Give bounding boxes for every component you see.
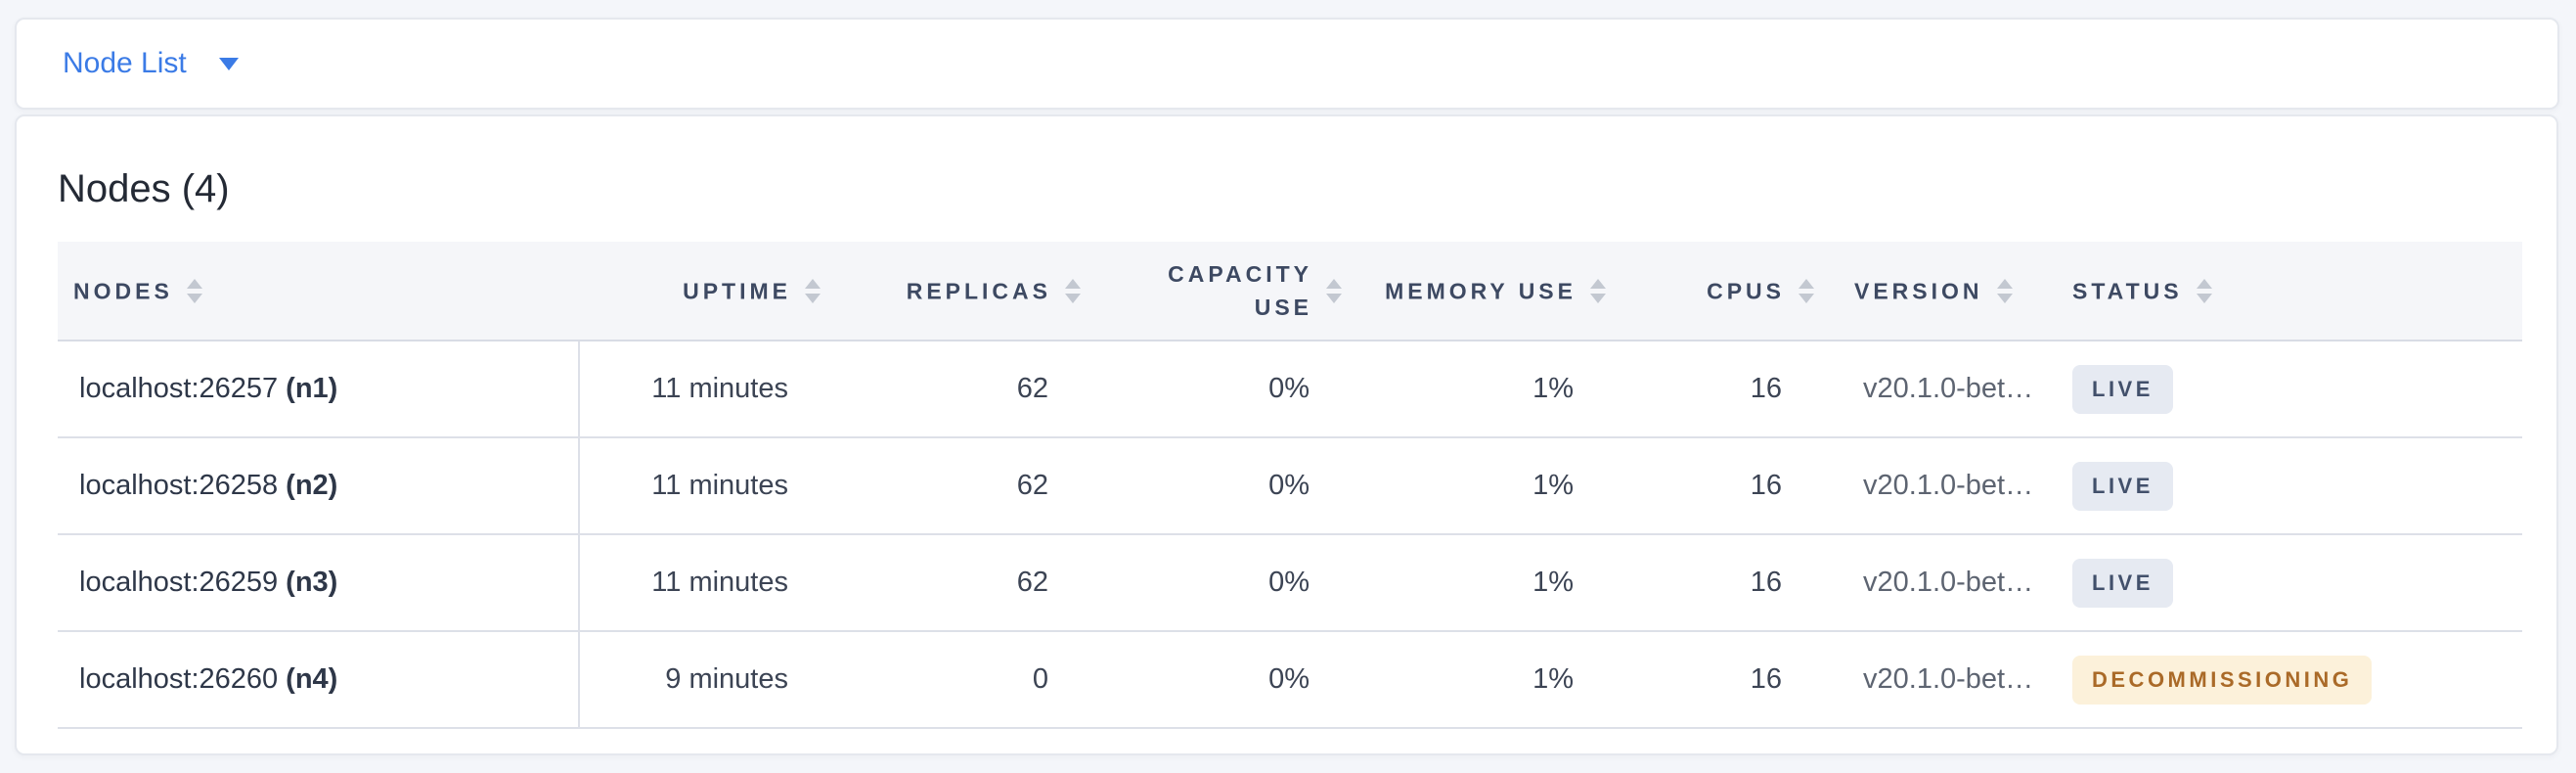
sort-icon [2196,279,2212,304]
table-row[interactable]: localhost:26259 (n3) 11 minutes 62 0% 1% … [58,534,2522,632]
status-badge: LIVE [2072,461,2173,511]
cpus-cell: 16 [1614,534,1822,632]
uptime-cell: 9 minutes [579,631,828,729]
cpus-cell: 16 [1614,341,1822,438]
page-title: Nodes (4) [58,167,230,210]
column-label: REPLICAS [906,278,1051,304]
table-body: localhost:26257 (n1) 11 minutes 62 0% 1% … [58,341,2522,729]
column-header-status[interactable]: STATUS [2052,242,2522,341]
sort-icon [1065,279,1081,304]
version-cell: v20.1.0-bet… [1822,341,2052,438]
node-list-table: NODES UPTIME REPLICAS CAPACITY USE MEMOR… [58,242,2522,729]
status-cell: DECOMMISSIONING [2052,631,2522,729]
node-address: localhost:26260 [79,663,279,695]
replicas-cell: 62 [828,437,1088,535]
column-header-cpus[interactable]: CPUS [1614,242,1822,341]
memory-use-cell: 1% [1350,534,1614,632]
column-label: CPUS [1707,278,1785,304]
sort-icon [805,279,821,304]
node-id: (n4) [286,663,338,695]
status-cell: LIVE [2052,534,2522,632]
node-address-cell: localhost:26258 (n2) [58,437,580,535]
column-header-nodes[interactable]: NODES [58,242,579,341]
sort-icon [1326,278,1342,303]
memory-use-cell: 1% [1350,437,1614,535]
table-header: NODES UPTIME REPLICAS CAPACITY USE MEMOR… [58,242,2522,341]
table-header-row: NODES UPTIME REPLICAS CAPACITY USE MEMOR… [58,242,2522,341]
status-badge: DECOMMISSIONING [2072,655,2373,705]
uptime-cell: 11 minutes [579,341,828,438]
capacity-use-cell: 0% [1088,631,1350,729]
memory-use-cell: 1% [1350,631,1614,729]
status-badge: LIVE [2072,364,2173,414]
table-row[interactable]: localhost:26260 (n4) 9 minutes 0 0% 1% 16… [58,631,2522,729]
node-id: (n2) [286,470,338,501]
view-selector-bar: Node List [15,18,2559,110]
view-selector-label: Node List [63,47,187,79]
capacity-use-cell: 0% [1088,341,1350,438]
node-address: localhost:26258 [79,470,279,501]
capacity-use-cell: 0% [1088,437,1350,535]
column-label: NODES [73,278,173,304]
cpus-cell: 16 [1614,437,1822,535]
column-header-capacity-use[interactable]: CAPACITY USE [1088,242,1350,341]
column-header-uptime[interactable]: UPTIME [579,242,828,341]
table-row[interactable]: localhost:26257 (n1) 11 minutes 62 0% 1% … [58,341,2522,438]
replicas-cell: 62 [828,341,1088,438]
sort-icon [1590,279,1606,304]
sort-icon [1996,279,2013,304]
sort-icon [186,279,202,304]
uptime-cell: 11 minutes [579,437,828,535]
column-header-version[interactable]: VERSION [1822,242,2052,341]
column-header-memory-use[interactable]: MEMORY USE [1350,242,1614,341]
node-address: localhost:26257 [79,373,279,404]
nodes-panel: Nodes (4) NODES UPTIME REPLICAS CAPACITY… [15,114,2558,755]
column-label: UPTIME [683,278,791,304]
view-selector-dropdown[interactable]: Node List [63,47,239,80]
column-label: VERSION [1854,278,1983,304]
node-id: (n1) [286,373,338,404]
column-label: CAPACITY USE [1168,260,1312,321]
capacity-use-cell: 0% [1088,534,1350,632]
node-address-cell: localhost:26259 (n3) [58,534,580,632]
node-address-cell: localhost:26260 (n4) [58,631,580,729]
table-row[interactable]: localhost:26258 (n2) 11 minutes 62 0% 1% … [58,437,2522,535]
node-address: localhost:26259 [79,567,279,598]
column-label: MEMORY USE [1385,278,1577,304]
memory-use-cell: 1% [1350,341,1614,438]
replicas-cell: 62 [828,534,1088,632]
node-address-cell: localhost:26257 (n1) [58,341,580,438]
version-cell: v20.1.0-bet… [1822,534,2052,632]
version-cell: v20.1.0-bet… [1822,631,2052,729]
status-cell: LIVE [2052,341,2522,438]
column-label: STATUS [2072,278,2183,304]
sort-icon [1799,279,1814,304]
version-cell: v20.1.0-bet… [1822,437,2052,535]
status-badge: LIVE [2072,558,2173,608]
column-header-replicas[interactable]: REPLICAS [828,242,1088,341]
cpus-cell: 16 [1614,631,1822,729]
uptime-cell: 11 minutes [579,534,828,632]
replicas-cell: 0 [828,631,1088,729]
node-id: (n3) [286,567,338,598]
chevron-down-icon [218,57,239,70]
status-cell: LIVE [2052,437,2522,535]
